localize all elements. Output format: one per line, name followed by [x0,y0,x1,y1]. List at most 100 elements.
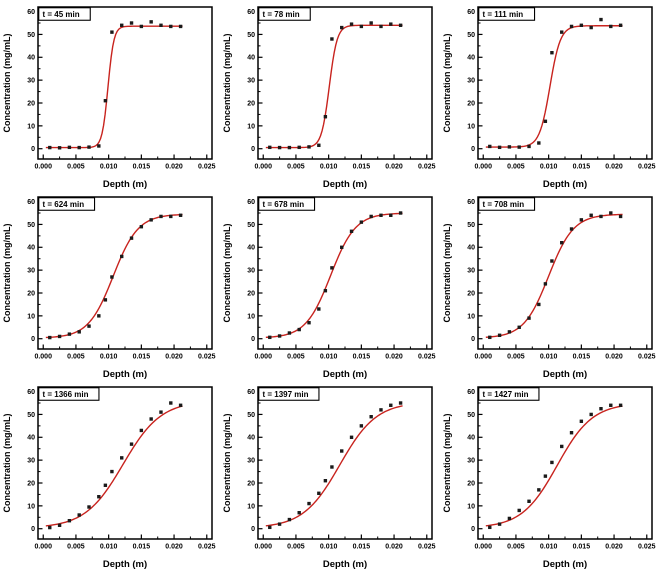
svg-text:Depth (m): Depth (m) [103,179,147,190]
svg-text:10: 10 [27,503,35,510]
svg-text:50: 50 [247,32,255,39]
svg-text:20: 20 [467,100,475,107]
svg-text:0.005: 0.005 [67,544,85,551]
svg-text:t = 708 min: t = 708 min [483,200,525,209]
svg-text:40: 40 [27,245,35,252]
svg-text:0.010: 0.010 [320,544,338,551]
svg-text:10: 10 [27,123,35,130]
svg-text:40: 40 [27,55,35,62]
svg-text:0.015: 0.015 [573,544,591,551]
svg-text:20: 20 [247,480,255,487]
subplot-9: 0.000 0.005 0.010 0.015 0.020 0.025 0 10 20 30 40 5… [441,381,661,571]
svg-text:0.015: 0.015 [353,164,371,171]
chart-canvas: 0.000 0.005 0.010 0.015 0.020 0.025 0 10 20 30 40 5… [441,381,661,571]
svg-text:40: 40 [247,435,255,442]
svg-text:Depth (m): Depth (m) [323,559,367,570]
svg-text:60: 60 [247,199,255,206]
svg-text:20: 20 [27,290,35,297]
svg-text:20: 20 [27,100,35,107]
svg-text:0.020: 0.020 [605,164,623,171]
svg-text:60: 60 [27,9,35,16]
svg-text:0.020: 0.020 [605,544,623,551]
svg-text:Concentration (mg/mL): Concentration (mg/mL) [2,414,12,513]
svg-text:0.015: 0.015 [133,544,151,551]
chart-canvas: 0.000 0.005 0.010 0.015 0.020 0.025 0 10 20 30 40 5… [221,191,441,381]
svg-text:0.000: 0.000 [474,164,492,171]
svg-text:30: 30 [27,268,35,275]
svg-text:0.000: 0.000 [34,164,52,171]
svg-text:0.020: 0.020 [165,354,183,361]
svg-text:Concentration (mg/mL): Concentration (mg/mL) [2,224,12,323]
svg-text:Depth (m): Depth (m) [323,179,367,190]
subplot-1: 0.000 0.005 0.010 0.015 0.020 0.025 0 10 20 30 40 5… [1,1,221,191]
svg-text:Concentration (mg/mL): Concentration (mg/mL) [2,34,12,133]
chart-canvas: 0.000 0.005 0.010 0.015 0.020 0.025 0 10 20 30 40 5… [221,381,441,571]
subplot-7: 0.000 0.005 0.010 0.015 0.020 0.025 0 10 20 30 40 5… [1,381,221,571]
svg-text:60: 60 [467,199,475,206]
svg-text:40: 40 [467,245,475,252]
svg-text:0.015: 0.015 [133,164,151,171]
svg-text:0.000: 0.000 [474,354,492,361]
svg-text:0.000: 0.000 [34,354,52,361]
svg-text:60: 60 [247,9,255,16]
svg-text:0.000: 0.000 [254,544,272,551]
svg-text:0.000: 0.000 [254,354,272,361]
svg-text:Concentration (mg/mL): Concentration (mg/mL) [222,224,232,323]
subplot-6: 0.000 0.005 0.010 0.015 0.020 0.025 0 10 20 30 40 5… [441,191,661,381]
subplot-8: 0.000 0.005 0.010 0.015 0.020 0.025 0 10 20 30 40 5… [221,381,441,571]
svg-text:0.020: 0.020 [165,164,183,171]
svg-text:0.010: 0.010 [540,544,558,551]
subplot-2: 0.000 0.005 0.010 0.015 0.020 0.025 0 10 20 30 40 5… [221,1,441,191]
svg-text:30: 30 [467,78,475,85]
svg-text:40: 40 [247,245,255,252]
svg-text:t = 624 min: t = 624 min [43,200,85,209]
svg-text:Depth (m): Depth (m) [543,559,587,570]
svg-text:0.005: 0.005 [287,354,305,361]
svg-text:t = 111 min: t = 111 min [483,10,524,19]
svg-text:0: 0 [471,336,475,343]
svg-text:30: 30 [467,268,475,275]
chart-canvas: 0.000 0.005 0.010 0.015 0.020 0.025 0 10 20 30 40 5… [441,191,661,381]
svg-text:0.025: 0.025 [198,354,216,361]
svg-text:0.025: 0.025 [418,354,436,361]
svg-text:0: 0 [251,146,255,153]
svg-text:10: 10 [27,313,35,320]
svg-text:0.025: 0.025 [638,164,656,171]
chart-canvas: 0.000 0.005 0.010 0.015 0.020 0.025 0 10 20 30 40 5… [441,1,661,191]
svg-text:20: 20 [27,480,35,487]
svg-text:0.015: 0.015 [573,354,591,361]
chart-canvas: 0.000 0.005 0.010 0.015 0.020 0.025 0 10 20 30 40 5… [221,1,441,191]
svg-text:20: 20 [247,290,255,297]
svg-text:0.025: 0.025 [418,164,436,171]
svg-text:Depth (m): Depth (m) [323,369,367,380]
svg-text:0.005: 0.005 [67,354,85,361]
svg-text:0: 0 [31,146,35,153]
svg-text:t = 678 min: t = 678 min [263,200,305,209]
svg-text:0.005: 0.005 [507,544,525,551]
svg-text:40: 40 [467,435,475,442]
svg-text:Concentration (mg/mL): Concentration (mg/mL) [442,224,452,323]
svg-text:0: 0 [31,336,35,343]
svg-text:0.005: 0.005 [507,164,525,171]
svg-text:0.015: 0.015 [573,164,591,171]
svg-text:Depth (m): Depth (m) [543,369,587,380]
subplot-5: 0.000 0.005 0.010 0.015 0.020 0.025 0 10 20 30 40 5… [221,191,441,381]
svg-text:0: 0 [251,526,255,533]
svg-text:Concentration (mg/mL): Concentration (mg/mL) [442,414,452,513]
svg-text:50: 50 [247,412,255,419]
svg-text:20: 20 [247,100,255,107]
svg-text:0.000: 0.000 [474,544,492,551]
svg-text:Depth (m): Depth (m) [103,559,147,570]
svg-text:0.015: 0.015 [353,354,371,361]
svg-text:t = 78 min: t = 78 min [263,10,300,19]
svg-text:0.020: 0.020 [605,354,623,361]
svg-text:0.025: 0.025 [198,544,216,551]
svg-text:0: 0 [471,146,475,153]
subplot-4: 0.000 0.005 0.010 0.015 0.020 0.025 0 10 20 30 40 5… [1,191,221,381]
svg-text:0.010: 0.010 [320,354,338,361]
subplot-3: 0.000 0.005 0.010 0.015 0.020 0.025 0 10 20 30 40 5… [441,1,661,191]
svg-text:50: 50 [247,222,255,229]
svg-text:10: 10 [467,313,475,320]
svg-text:60: 60 [27,199,35,206]
